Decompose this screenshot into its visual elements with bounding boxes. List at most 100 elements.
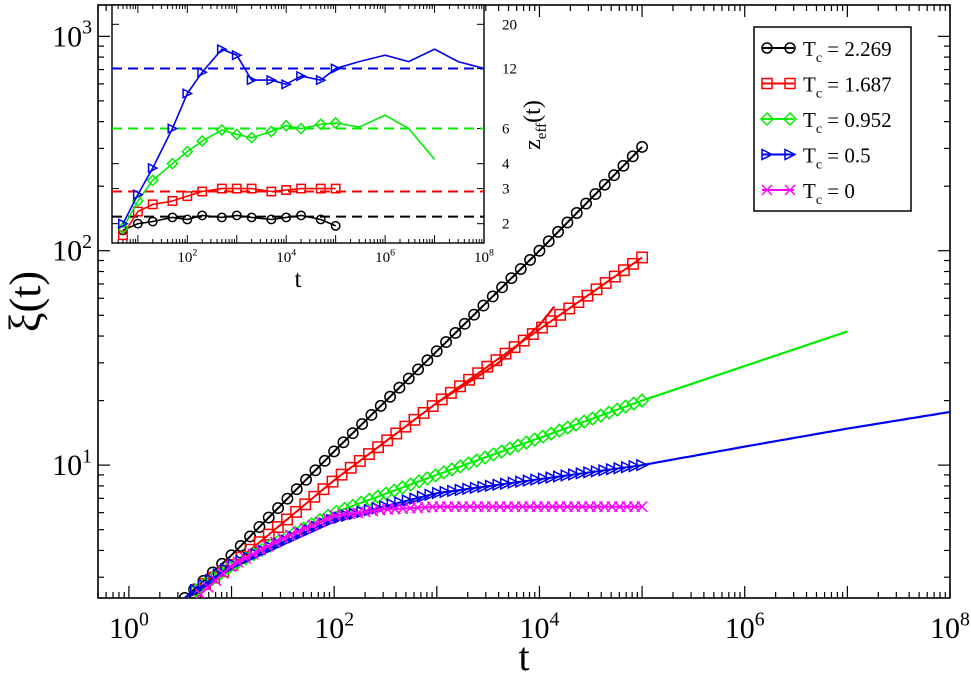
data-point bbox=[462, 482, 476, 496]
y-tick-label: 103 bbox=[52, 17, 92, 54]
inset-data-point bbox=[296, 70, 307, 82]
inset-data-point bbox=[147, 199, 158, 210]
data-point bbox=[308, 490, 321, 503]
legend-label-main: T bbox=[803, 108, 816, 132]
inset-y-label-part: eff bbox=[534, 123, 550, 139]
data-point bbox=[463, 373, 476, 386]
inset-data-point bbox=[131, 194, 144, 208]
data-point bbox=[535, 429, 551, 444]
data-point bbox=[408, 413, 421, 426]
inset-data-point bbox=[280, 119, 293, 132]
main-series bbox=[178, 140, 950, 598]
data-point bbox=[239, 552, 252, 564]
tick-exponent: 4 bbox=[550, 608, 560, 630]
data-point bbox=[477, 299, 490, 312]
data-point bbox=[560, 420, 576, 435]
data-point bbox=[494, 444, 509, 459]
inset-data-point bbox=[182, 214, 193, 225]
inset-data-point bbox=[281, 212, 292, 223]
legend-label-main: T bbox=[803, 179, 816, 203]
data-point bbox=[281, 513, 293, 526]
inset-data-point bbox=[266, 186, 277, 197]
legend-label: Tc = 0.952 bbox=[803, 108, 892, 137]
legend-label-sub: c bbox=[816, 158, 822, 173]
data-point bbox=[290, 505, 303, 518]
data-point bbox=[545, 315, 557, 328]
data-point bbox=[272, 502, 285, 515]
series-line bbox=[184, 464, 643, 598]
data-point bbox=[317, 483, 330, 496]
tick-base: 10 bbox=[109, 612, 139, 645]
data-point bbox=[335, 468, 348, 481]
legend-marker bbox=[761, 42, 773, 54]
inset-data-point bbox=[246, 212, 257, 223]
series-4 bbox=[194, 500, 648, 598]
legend-marker bbox=[784, 148, 797, 161]
data-point bbox=[426, 400, 439, 413]
data-point bbox=[527, 432, 542, 447]
data-point bbox=[617, 264, 630, 277]
data-point bbox=[598, 463, 612, 477]
series-1 bbox=[184, 251, 649, 598]
tick-base: 10 bbox=[375, 250, 390, 266]
data-point bbox=[552, 470, 566, 483]
data-point bbox=[537, 472, 551, 485]
inset-series-line bbox=[122, 187, 336, 236]
inset-series-3 bbox=[118, 43, 484, 230]
data-point bbox=[372, 441, 384, 454]
legend-label-sub: c bbox=[816, 51, 822, 66]
data-point bbox=[608, 169, 621, 182]
tick-exponent: 8 bbox=[489, 248, 494, 259]
tick-exponent: 2 bbox=[344, 608, 354, 630]
data-point bbox=[543, 426, 559, 441]
legend-label-sub: c bbox=[816, 122, 822, 137]
inset-y-tick-label: 6 bbox=[502, 122, 510, 138]
inset-data-point bbox=[182, 191, 193, 202]
data-point bbox=[419, 471, 435, 486]
tick-exponent: 2 bbox=[82, 231, 92, 253]
inset-data-point bbox=[266, 74, 278, 86]
legend-label-value: = 0 bbox=[822, 179, 855, 203]
data-point bbox=[613, 461, 627, 475]
inset-data-point bbox=[216, 212, 227, 223]
data-point bbox=[430, 345, 443, 358]
inset-x-axis-label: t bbox=[295, 266, 302, 293]
data-point bbox=[568, 468, 581, 481]
data-point bbox=[535, 321, 548, 334]
data-point bbox=[636, 458, 649, 472]
data-point bbox=[449, 327, 462, 339]
inset-data-point bbox=[147, 216, 158, 227]
inset-data-point bbox=[216, 43, 228, 55]
data-point bbox=[205, 573, 218, 587]
data-point bbox=[378, 486, 394, 501]
legend-marker bbox=[784, 77, 796, 90]
data-point bbox=[486, 447, 501, 462]
x-axis-label: t bbox=[518, 634, 529, 674]
data-point bbox=[496, 281, 509, 294]
legend-marker bbox=[784, 42, 796, 54]
data-point bbox=[598, 178, 611, 191]
series-line bbox=[184, 146, 643, 598]
data-point bbox=[636, 500, 648, 513]
inset-data-point bbox=[215, 123, 228, 137]
data-point bbox=[409, 492, 423, 506]
legend-label-main: T bbox=[803, 37, 816, 61]
data-point bbox=[178, 592, 191, 598]
inset-data-point bbox=[281, 78, 293, 90]
tick-exponent: 4 bbox=[291, 248, 296, 259]
tick-base: 10 bbox=[474, 250, 489, 266]
data-point bbox=[454, 483, 468, 497]
data-point bbox=[224, 560, 237, 573]
legend-marker bbox=[761, 184, 773, 196]
inset-data-point bbox=[315, 74, 327, 86]
data-point bbox=[247, 548, 259, 560]
inset-data-point bbox=[231, 49, 243, 61]
inset-data-point bbox=[197, 66, 209, 78]
data-point bbox=[417, 406, 430, 419]
data-point bbox=[552, 225, 565, 238]
data-point bbox=[292, 526, 304, 538]
inset-series-2 bbox=[116, 114, 436, 235]
legend-label-value: = 1.687 bbox=[822, 73, 892, 97]
data-point bbox=[412, 363, 425, 376]
